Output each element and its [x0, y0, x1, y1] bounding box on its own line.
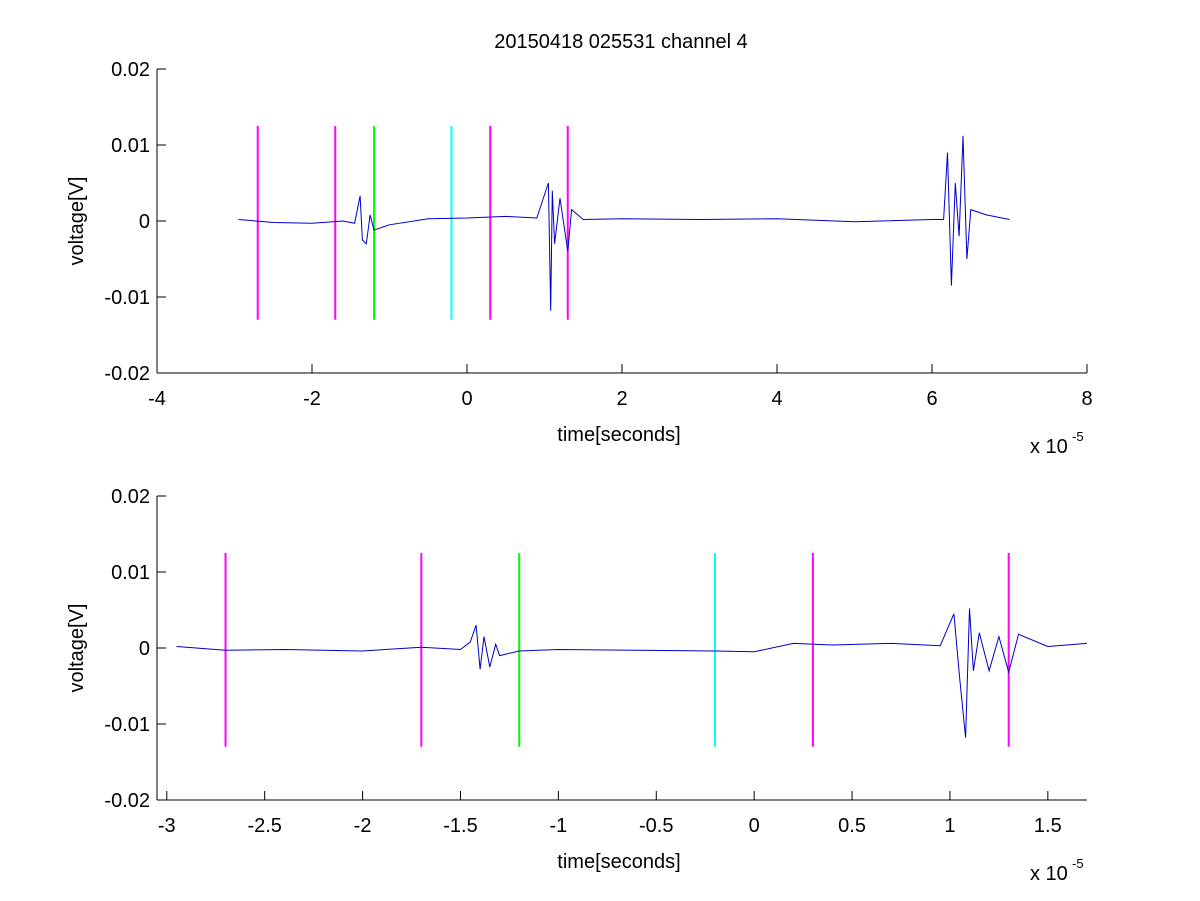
y-tick-label: 0.02 — [111, 486, 150, 508]
y-axis-label: voltage[V] — [66, 604, 88, 693]
x-scale-factor: x 10 — [1030, 436, 1068, 458]
x-axis-label: time[seconds] — [557, 424, 680, 446]
x-tick-label: 0 — [749, 815, 760, 837]
x-tick-label: -2.5 — [247, 815, 281, 837]
x-axis-label: time[seconds] — [557, 851, 680, 873]
x-tick-label: 8 — [1081, 388, 1092, 410]
voltage-trace — [176, 608, 1088, 738]
x-tick-label: -2 — [303, 388, 321, 410]
x-tick-label: 4 — [771, 388, 782, 410]
x-tick-label: 1 — [944, 815, 955, 837]
top-plot: -0.02 -0.01 0 0.01 0.02 -4 -2 0 2 4 6 8 time[seconds… — [66, 59, 1093, 458]
y-axis-label: voltage[V] — [66, 177, 88, 266]
y-tick-label: 0.01 — [111, 562, 150, 584]
x-scale-factor: x 10 — [1030, 863, 1068, 885]
x-tick-label: 0.5 — [838, 815, 866, 837]
x-tick-label: -1.5 — [443, 815, 477, 837]
x-tick-label: -4 — [148, 388, 166, 410]
figure-title: 20150418 025531 channel 4 — [494, 31, 748, 53]
bottom-plot: -0.02 -0.01 0 0.01 0.02 -3 -2.5 -2 -1.5 -1 -0.5 0 0.… — [66, 486, 1088, 885]
x-tick-label: 0 — [461, 388, 472, 410]
y-tick-label: 0.02 — [111, 59, 150, 81]
x-tick-label: 2 — [616, 388, 627, 410]
y-tick-label: -0.02 — [104, 363, 150, 385]
y-tick-label: 0 — [139, 211, 150, 233]
x-scale-exponent: -5 — [1072, 856, 1084, 871]
x-tick-label: 1.5 — [1034, 815, 1062, 837]
voltage-trace — [238, 135, 1010, 311]
y-tick-label: -0.02 — [104, 790, 150, 812]
x-tick-label: -2 — [354, 815, 372, 837]
x-tick-label: -1 — [549, 815, 567, 837]
y-tick-label: -0.01 — [104, 714, 150, 736]
y-tick-label: -0.01 — [104, 287, 150, 309]
y-tick-label: 0.01 — [111, 135, 150, 157]
x-scale-exponent: -5 — [1072, 429, 1084, 444]
x-tick-label: 6 — [926, 388, 937, 410]
y-tick-label: 0 — [139, 638, 150, 660]
x-tick-label: -0.5 — [639, 815, 673, 837]
x-tick-label: -3 — [158, 815, 176, 837]
